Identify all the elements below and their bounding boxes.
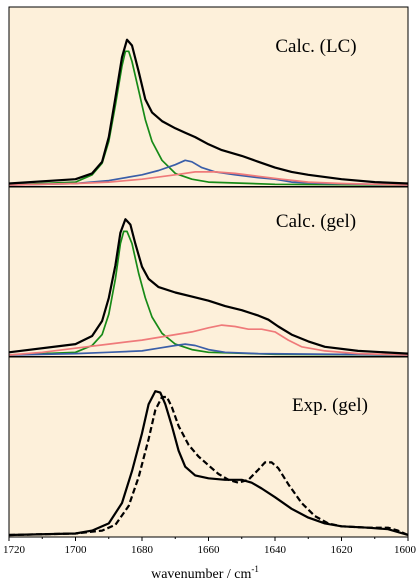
red-series-line: [8, 171, 409, 186]
x-tick-label: 1720: [3, 544, 26, 556]
x-axis: 1720 1700 1680 1660 1640 1620 1600: [3, 537, 417, 556]
total-series-line: [8, 390, 409, 537]
panel-title: Calc. (gel): [276, 211, 356, 232]
x-axis-label: wavenumber / cm-1: [151, 564, 259, 581]
panel-title: Exp. (gel): [292, 395, 368, 416]
panel-2: Calc. (gel): [8, 186, 409, 358]
x-tick-label: 1700: [65, 544, 88, 556]
x-tick-label: 1600: [394, 544, 417, 556]
total-series-line: [8, 38, 409, 185]
green-series-line: [8, 230, 409, 356]
total-series-line: [8, 218, 409, 355]
x-tick-label: 1680: [131, 544, 154, 556]
blue-series-line: [8, 159, 409, 186]
panel-title: Calc. (LC): [275, 36, 356, 57]
panel-3: Exp. (gel): [8, 356, 409, 538]
x-tick-label: 1620: [331, 544, 354, 556]
panel-background: [9, 357, 408, 537]
x-axis-label-superscript: -1: [251, 564, 259, 574]
dashed-total-series-line: [8, 395, 409, 537]
x-tick-label: 1660: [198, 544, 221, 556]
red-series-line: [8, 324, 409, 356]
blue-series-line: [8, 343, 409, 356]
panel-1: Calc. (LC): [8, 6, 409, 188]
x-tick-label: 1640: [264, 544, 287, 556]
panel-background: [9, 7, 408, 187]
